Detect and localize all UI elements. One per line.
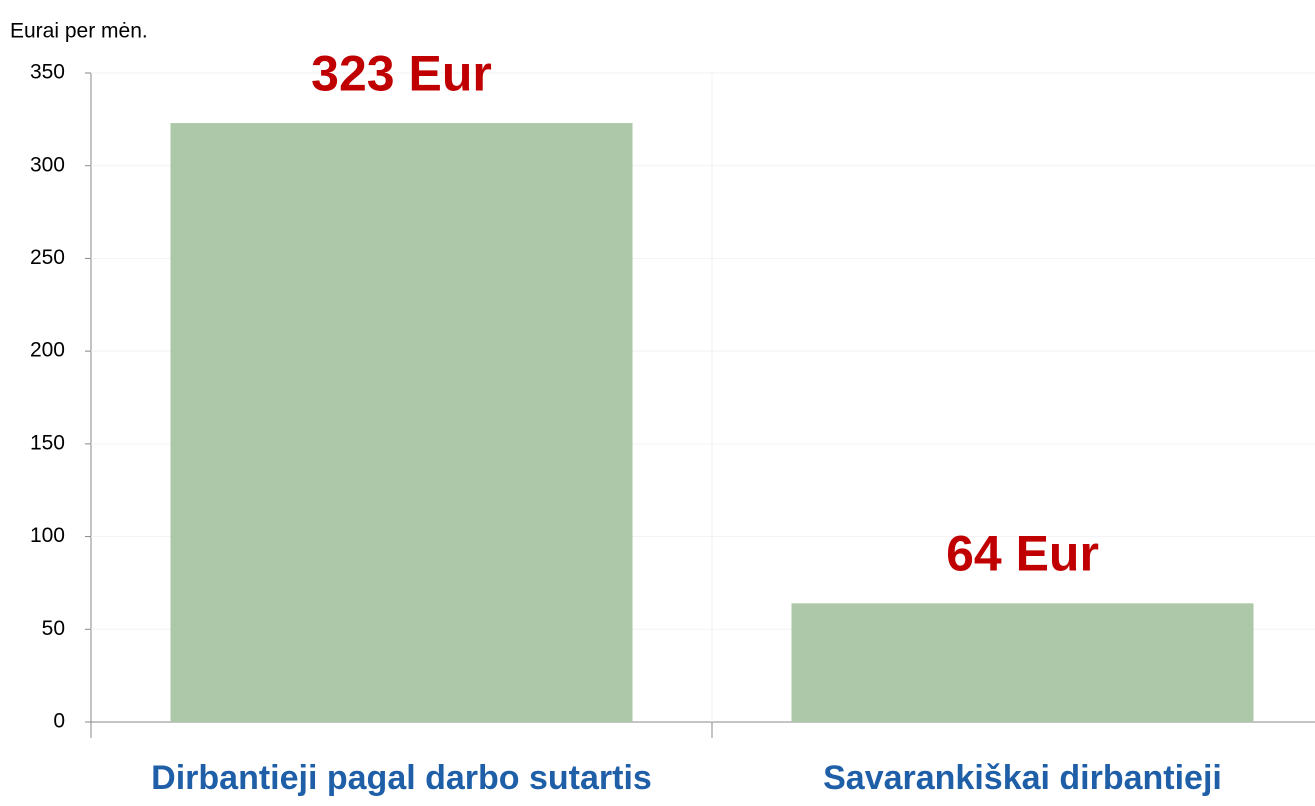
y-tick-label: 200 xyxy=(30,339,65,362)
y-tick-label: 150 xyxy=(30,431,65,454)
bar xyxy=(170,123,633,722)
y-tick-label: 0 xyxy=(53,710,65,733)
y-tick-label: 100 xyxy=(30,524,65,547)
x-tick-label: Savarankiškai dirbantieji xyxy=(823,759,1222,797)
y-tick-label: 250 xyxy=(30,246,65,269)
x-tick-label: Dirbantieji pagal darbo sutartis xyxy=(151,759,652,797)
value-label: 323 Eur xyxy=(311,45,492,101)
value-label: 64 Eur xyxy=(946,526,1099,582)
y-axis-label: Eurai per mėn. xyxy=(10,20,148,43)
y-tick-label: 300 xyxy=(30,153,65,176)
y-tick-label: 350 xyxy=(30,61,65,84)
y-tick-label: 50 xyxy=(42,617,65,640)
bar xyxy=(791,603,1254,722)
